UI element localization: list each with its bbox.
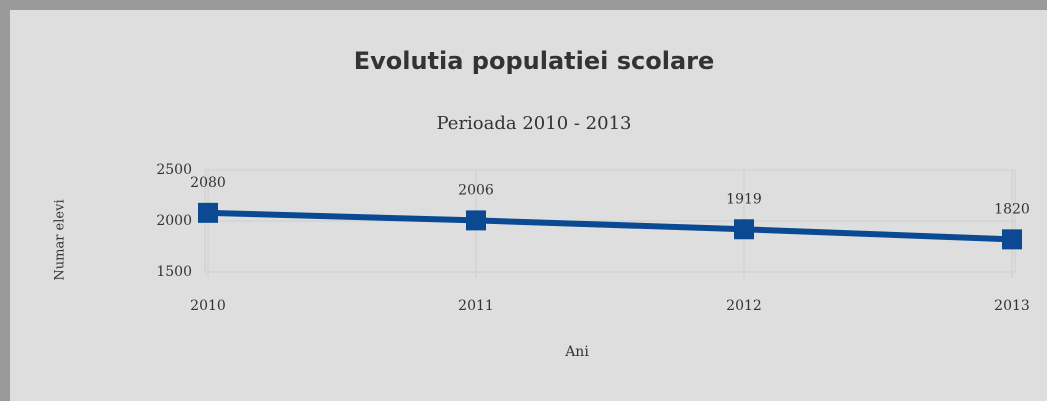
frame-left [0, 0, 10, 401]
point [1002, 229, 1022, 250]
chart-subtitle: Perioada 2010 - 2013 [436, 113, 631, 134]
x-tick-label: 2012 [726, 298, 762, 314]
line [207, 209, 1013, 243]
y-tick-label: 1500 [156, 264, 192, 280]
data-label: 2006 [458, 182, 494, 198]
point [734, 219, 754, 240]
point [198, 202, 218, 223]
y-tick-label: 2000 [156, 213, 192, 229]
y-axis-label: Numar elevi [53, 199, 68, 280]
y-tick-label: 2500 [156, 162, 192, 178]
chart-title: Evolutia populatiei scolare [354, 47, 715, 75]
frame-top [0, 0, 1047, 10]
x-tick-label: 2011 [458, 298, 494, 314]
data-label: 1820 [994, 201, 1030, 217]
data-label: 1919 [726, 191, 762, 207]
x-tick-label: 2010 [190, 298, 226, 314]
x-tick-label: 2013 [994, 298, 1030, 314]
data-label: 2080 [190, 175, 226, 191]
point [466, 210, 486, 231]
x-axis-label: Ani [564, 344, 589, 360]
